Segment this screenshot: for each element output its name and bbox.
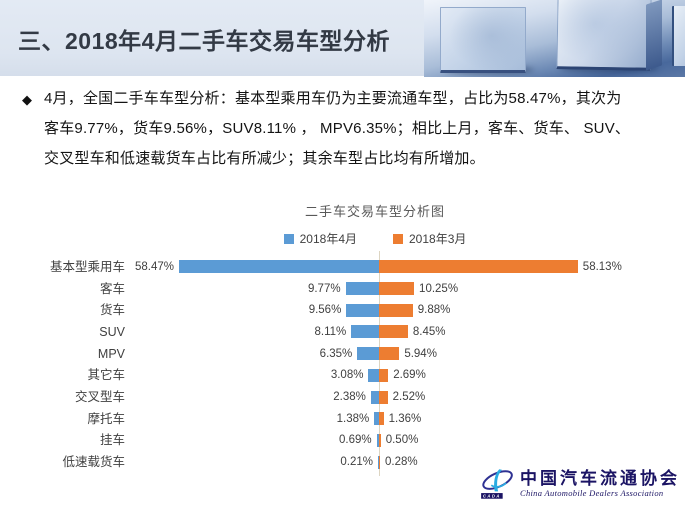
diamond-bullet-icon: ◆ [22, 92, 32, 107]
bar-march [379, 433, 381, 447]
logo-en-name: China Automobile Dealers Association [520, 487, 664, 498]
legend-item-april: 2018年4月 [283, 230, 357, 247]
center-axis-line [378, 251, 380, 476]
value-label-march: 9.88% [417, 304, 451, 317]
value-label-march: 58.13% [582, 260, 622, 273]
bar-april [370, 390, 379, 404]
cada-logo: CADA 中国汽车流通协会 China Automobile Dealers A… [480, 458, 680, 510]
chart-row: 其它车 3.08% 2.69% [0, 365, 685, 387]
bar-april [351, 325, 379, 339]
summary-line: 4月，全国二手车车型分析：基本型乘用车仍为主要流通车型，占比为58.47%，其次… [44, 90, 622, 107]
cube-graphic [556, 0, 652, 71]
chart-row: 交叉型车 2.38% 2.52% [0, 386, 685, 408]
bar-march [379, 282, 415, 296]
category-label: 货车 [99, 303, 125, 318]
logo-cn-name: 中国汽车流通协会 [520, 468, 680, 488]
chart-row: 挂车 0.69% 0.50% [0, 430, 685, 452]
value-label-april: 1.38% [336, 412, 370, 425]
legend-swatch-march [393, 233, 403, 244]
chart-row: SUV 8.11% 8.45% [0, 321, 685, 343]
bar-april [357, 347, 379, 361]
cube-graphic [440, 7, 526, 73]
legend-label-march: 2018年3月 [409, 232, 467, 246]
value-label-march: 0.50% [385, 434, 419, 447]
value-label-april: 9.77% [307, 282, 341, 295]
bar-march [379, 390, 388, 404]
svg-text:CADA: CADA [483, 494, 501, 499]
category-label: 低速载货车 [62, 455, 125, 470]
bar-april [378, 455, 379, 469]
value-label-march: 2.69% [393, 369, 426, 382]
chart-row: 摩托车 1.38% 1.36% [0, 408, 685, 430]
value-label-march: 5.94% [404, 347, 437, 360]
legend-label-april: 2018年4月 [299, 232, 357, 246]
bar-march [379, 368, 389, 382]
legend-swatch-april [283, 233, 294, 244]
bar-march [379, 260, 578, 274]
category-label: SUV [99, 324, 125, 339]
summary-paragraph: ◆ 4月，全国二手车车型分析：基本型乘用车仍为主要流通车型，占比为58.47%，… [20, 84, 670, 174]
value-label-april: 0.69% [339, 434, 372, 447]
bar-march [379, 303, 413, 317]
bar-april [346, 303, 379, 317]
bar-april [179, 260, 379, 274]
bar-march [379, 325, 408, 339]
value-label-april: 6.35% [319, 347, 353, 360]
bar-april [376, 433, 379, 447]
cube-graphic [672, 6, 685, 66]
cada-logo-mark-icon: CADA [481, 469, 513, 499]
category-label: 其它车 [87, 368, 125, 383]
value-label-april: 9.56% [308, 304, 342, 317]
bar-april [374, 412, 379, 426]
value-label-march: 10.25% [419, 282, 459, 295]
chart-legend: 2018年4月 2018年3月 [100, 230, 650, 247]
value-label-april: 58.47% [135, 260, 175, 273]
bar-march [379, 412, 384, 426]
legend-item-march: 2018年3月 [393, 230, 466, 247]
page-title: 三、2018年4月二手车交易车型分析 [18, 28, 390, 54]
tornado-chart-plot: 基本型乘用车 58.47% 58.13% 客车 9.77% 10.25% 货车 9.56% 9.… [0, 251, 685, 480]
cubes-photo [424, 0, 685, 77]
value-label-march: 0.28% [385, 456, 418, 469]
category-label: 摩托车 [87, 411, 125, 426]
chart-row: MPV 6.35% 5.94% [0, 343, 685, 365]
value-label-april: 8.11% [314, 325, 347, 338]
chart-row: 客车 9.77% 10.25% [0, 278, 685, 300]
category-label: 交叉型车 [74, 390, 125, 405]
bar-april [368, 368, 379, 382]
bar-march [379, 455, 380, 469]
summary-line: 交叉型车和低速载货车占比有所减少；其余车型占比均有所增加。 [44, 150, 485, 167]
category-label: 挂车 [99, 433, 125, 448]
chart-row: 货车 9.56% 9.88% [0, 299, 685, 321]
category-label: MPV [97, 346, 125, 361]
chart-row: 低速载货车 0.21% 0.28% [0, 451, 685, 473]
value-label-april: 2.38% [333, 391, 366, 404]
summary-line: 客车9.77%，货车9.56%，SUV8.11% ， MPV6.35%；相比上月… [44, 120, 631, 137]
value-label-april: 0.21% [340, 456, 373, 469]
cube-graphic [646, 0, 662, 71]
value-label-march: 1.36% [388, 412, 422, 425]
bar-april [345, 282, 379, 296]
chart-title: 二手车交易车型分析图 [304, 204, 445, 219]
bar-march [379, 347, 400, 361]
value-label-march: 2.52% [392, 391, 426, 404]
chart-row: 基本型乘用车 58.47% 58.13% [0, 256, 685, 278]
category-label: 客车 [99, 281, 125, 296]
category-label: 基本型乘用车 [49, 259, 125, 274]
value-label-march: 8.45% [412, 325, 446, 338]
value-label-april: 3.08% [330, 369, 364, 382]
